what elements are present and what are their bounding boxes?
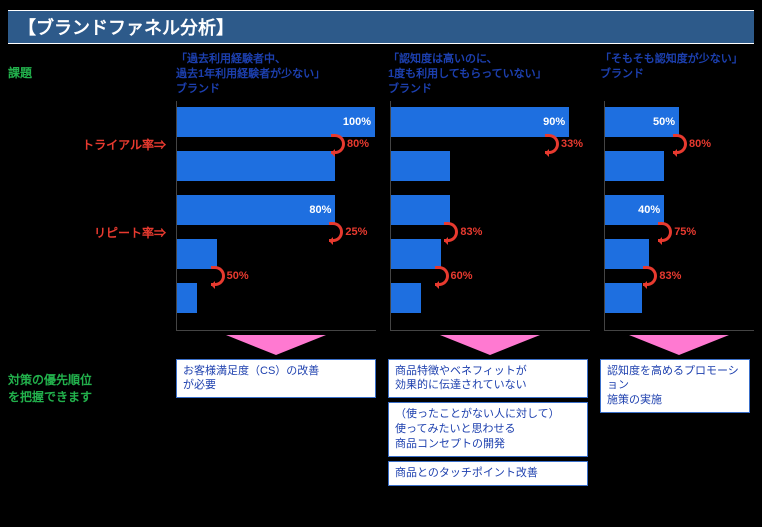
conversion-rate: 60%: [435, 266, 473, 286]
conversion-rate: 33%: [545, 134, 583, 154]
solution-box: 認知度を高めるプロモーション施策の実施: [600, 359, 750, 414]
column-headers: 「過去利用経験者中、過去1年利用経験者が少ない」ブランド「認知度は高いのに、1度…: [176, 52, 750, 97]
conversion-rate: 50%: [211, 266, 249, 286]
funnel-column: 50% 40% 80% 75% 83%: [604, 101, 754, 359]
conversion-arrow-icon: [643, 266, 657, 286]
solution-box: お客様満足度（CS）の改善が必要: [176, 359, 376, 399]
down-triangle-icon: [629, 335, 729, 355]
funnel-bar: [605, 239, 649, 269]
conversion-arrow-icon: [444, 222, 458, 242]
funnel-chart: 100% 80% 80% 25% 50%: [176, 101, 376, 331]
funnel-bar: [391, 195, 450, 225]
solution-box: 商品とのタッチポイント改善: [388, 461, 588, 486]
content-area: 課題 「過去利用経験者中、過去1年利用経験者が少ない」ブランド「認知度は高いのに…: [0, 44, 762, 486]
funnel-column: 90% 33% 83% 60%: [390, 101, 590, 359]
funnel-bar: [391, 283, 421, 313]
down-triangle-icon: [226, 335, 326, 355]
conversion-rate: 83%: [643, 266, 681, 286]
bar-value-label: 80%: [309, 204, 331, 216]
conversion-rate: 83%: [444, 222, 482, 242]
conversion-rate: 75%: [658, 222, 696, 242]
column-header: 「過去利用経験者中、過去1年利用経験者が少ない」ブランド: [176, 52, 376, 97]
column-header: 「認知度は高いのに、1度も利用してもらっていない」ブランド: [388, 52, 588, 97]
conversion-rate: 80%: [331, 134, 369, 154]
funnel-row: トライアル率⇒ リピート率⇒ 100% 80% 80% 25% 50% 90% 33% 83%…: [8, 101, 754, 359]
conversion-arrow-icon: [435, 266, 449, 286]
funnel-bar: 50%: [605, 107, 679, 137]
funnel-chart: 90% 33% 83% 60%: [390, 101, 590, 331]
priority-label: 対策の優先順位を把握できます: [8, 359, 176, 405]
solution-column: 認知度を高めるプロモーション施策の実施: [600, 359, 750, 486]
bar-value-label: 90%: [543, 116, 565, 128]
page-title: 【ブランドファネル分析】: [8, 10, 754, 44]
trial-rate-label: トライアル率⇒: [82, 136, 166, 153]
funnel-bar: 100%: [177, 107, 375, 137]
funnel-bar: 90%: [391, 107, 569, 137]
funnel-bar: [605, 151, 664, 181]
conversion-arrow-icon: [545, 134, 559, 154]
repeat-rate-label: リピート率⇒: [94, 224, 166, 241]
bar-value-label: 100%: [343, 116, 371, 128]
conversion-arrow-icon: [211, 266, 225, 286]
solution-column: 商品特徴やベネフィットが効果的に伝達されていない（使ったことがない人に対して）使…: [388, 359, 588, 486]
column-header: 「そもそも認知度が少ない」ブランド: [600, 52, 750, 97]
header-row: 課題 「過去利用経験者中、過去1年利用経験者が少ない」ブランド「認知度は高いのに…: [8, 52, 754, 97]
solutions-area: お客様満足度（CS）の改善が必要商品特徴やベネフィットが効果的に伝達されていない…: [176, 359, 750, 486]
conversion-rate: 25%: [329, 222, 367, 242]
funnel-bar: 80%: [177, 195, 335, 225]
conversion-arrow-icon: [658, 222, 672, 242]
bar-value-label: 40%: [638, 204, 660, 216]
funnel-bar: [177, 283, 197, 313]
conversion-rate: 80%: [673, 134, 711, 154]
funnel-bar: [605, 283, 642, 313]
conversion-arrow-icon: [331, 134, 345, 154]
funnel-column: 100% 80% 80% 25% 50%: [176, 101, 376, 359]
solution-box: （使ったことがない人に対して）使ってみたいと思わせる商品コンセプトの開発: [388, 402, 588, 457]
down-triangle-icon: [440, 335, 540, 355]
solution-box: 商品特徴やベネフィットが効果的に伝達されていない: [388, 359, 588, 399]
issue-label: 課題: [8, 52, 176, 81]
footer-row: 対策の優先順位を把握できます お客様満足度（CS）の改善が必要商品特徴やベネフィ…: [8, 359, 754, 486]
conversion-arrow-icon: [329, 222, 343, 242]
funnel-bar: [177, 151, 335, 181]
funnel-chart: 50% 40% 80% 75% 83%: [604, 101, 754, 331]
bar-value-label: 50%: [653, 116, 675, 128]
funnel-row-labels: トライアル率⇒ リピート率⇒: [8, 101, 176, 359]
conversion-arrow-icon: [673, 134, 687, 154]
funnel-charts: 100% 80% 80% 25% 50% 90% 33% 83% 60% 50% 40% 80% 75%…: [176, 101, 754, 359]
solution-column: お客様満足度（CS）の改善が必要: [176, 359, 376, 486]
funnel-bar: [391, 151, 450, 181]
funnel-bar: [177, 239, 217, 269]
funnel-bar: 40%: [605, 195, 664, 225]
funnel-bar: [391, 239, 441, 269]
